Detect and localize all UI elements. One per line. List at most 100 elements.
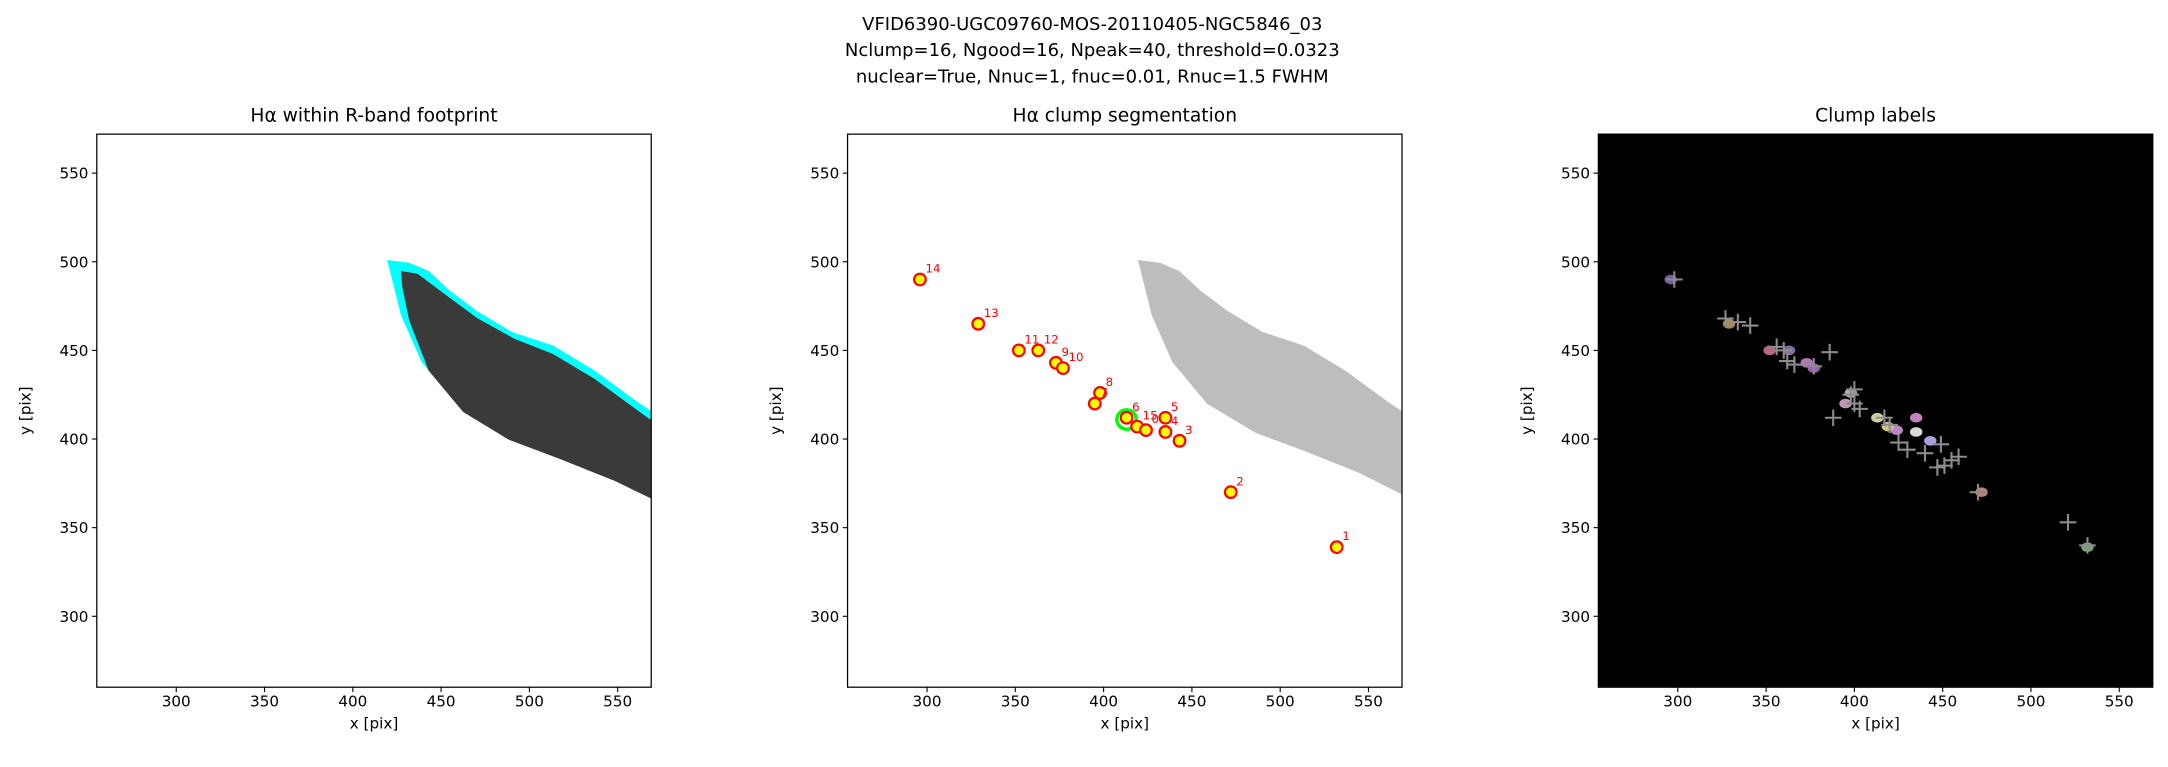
x-tick-label: 500 [1266, 693, 1295, 711]
y-tick-label: 350 [59, 519, 88, 537]
y-tick-label: 400 [59, 431, 88, 449]
y-axis-label: y [pix] [1518, 386, 1536, 435]
x-tick-label: 500 [515, 693, 544, 711]
y-axis-label: y [pix] [16, 386, 34, 435]
y-tick-label: 350 [810, 519, 839, 537]
x-tick-label: 550 [2105, 693, 2134, 711]
x-tick-label: 450 [1177, 693, 1206, 711]
peak-marker [1805, 358, 1823, 375]
peak-marker [1929, 459, 1946, 476]
clump-marker [1031, 343, 1046, 358]
clump-marker [1087, 396, 1102, 411]
peak-marker [1899, 441, 1916, 458]
image-layer [1664, 271, 2096, 554]
clump-region [1924, 435, 1937, 446]
peak-marker [1768, 338, 1785, 356]
nucleus-marker [1115, 408, 1138, 431]
peak-marker [1890, 434, 1907, 451]
clump-marker [913, 272, 927, 287]
clump-label: 8 [1106, 375, 1113, 389]
clump-region [1763, 345, 1776, 356]
clump-region [1890, 425, 1903, 436]
x-tick-label: 500 [2016, 693, 2045, 711]
clump-marker [971, 316, 986, 331]
clump-marker [1093, 386, 1107, 400]
clump-marker [1158, 410, 1173, 425]
peak-marker [1717, 310, 1734, 327]
x-tick-label: 350 [1752, 693, 1781, 711]
x-tick-label: 450 [427, 693, 456, 711]
clump-marker [1011, 343, 1026, 358]
x-tick-label: 400 [338, 693, 367, 711]
clump-label: 11 [1024, 332, 1039, 346]
y-tick-label: 450 [1561, 342, 1590, 360]
x-axis-label: x [pix] [350, 715, 399, 733]
y-axis-label: y [pix] [767, 386, 785, 435]
clump-region [1909, 427, 1923, 437]
y-tick-label: 500 [59, 253, 88, 271]
peak-marker [1846, 381, 1863, 398]
y-tick-label: 450 [810, 342, 839, 360]
clump-label: 13 [984, 306, 999, 320]
peak-marker [1741, 317, 1759, 334]
x-tick-label: 300 [1663, 693, 1692, 711]
clump-label: 12 [1044, 332, 1059, 346]
peak-marker [1824, 409, 1842, 427]
y-tick-label: 300 [59, 608, 88, 626]
clump-label: 9 [1061, 345, 1068, 359]
peak-marker [2079, 537, 2096, 554]
peak-marker [2059, 514, 2077, 531]
y-tick-label: 300 [810, 608, 839, 626]
clump-marker [1172, 433, 1187, 448]
clump-label: 7 [1100, 386, 1107, 400]
clump-label: 4 [1171, 414, 1178, 428]
suptitle: Nclump=16, Ngood=16, Npeak=40, threshold… [845, 40, 1340, 61]
suptitle: nuclear=True, Nnuc=1, fnuc=0.01, Rnuc=1.… [856, 66, 1329, 87]
peak-marker [1729, 313, 1747, 331]
clump-marker [1158, 425, 1173, 439]
clump-label: 3 [1185, 423, 1192, 437]
peak-marker [1950, 448, 1967, 466]
clump-label: 10 [1069, 350, 1084, 364]
peak-marker [1916, 444, 1934, 462]
clump-marker [1139, 423, 1153, 438]
peak-marker [1932, 436, 1950, 453]
y-tick-label: 550 [1561, 165, 1590, 183]
y-tick-label: 450 [59, 342, 88, 360]
y-tick-label: 500 [810, 253, 839, 271]
x-tick-label: 350 [250, 693, 279, 711]
x-tick-label: 550 [1354, 693, 1383, 711]
clump-marker [1329, 540, 1344, 555]
clump-marker [1223, 485, 1238, 500]
peak-marker [1778, 352, 1796, 370]
peak-marker [1786, 356, 1803, 373]
x-axis-label: x [pix] [1851, 715, 1900, 733]
y-tick-label: 350 [1561, 519, 1590, 537]
clump-label: 0 [1152, 412, 1159, 426]
x-tick-label: 300 [913, 693, 942, 711]
clump-marker [1119, 410, 1134, 425]
peak-marker [1665, 271, 1683, 288]
peak-marker [1969, 483, 1987, 501]
axes-title: Hα clump segmentation [1013, 106, 1237, 127]
axes-frame [846, 133, 1403, 688]
peak-marker [1851, 400, 1868, 418]
axes-title: Hα within R-band footprint [250, 106, 497, 127]
peak-marker [1943, 452, 1960, 469]
axes-frame [96, 133, 652, 688]
suptitle: VFID6390-UGC09760-MOS-20110405-NGC5846_0… [862, 14, 1322, 35]
y-tick-label: 400 [810, 431, 839, 449]
clump-label: 5 [1171, 400, 1178, 414]
y-tick-label: 550 [810, 165, 839, 183]
y-tick-label: 500 [1561, 253, 1590, 271]
axes-title: Clump labels [1815, 106, 1936, 127]
peak-marker [1881, 416, 1898, 434]
peak-marker [1821, 343, 1838, 361]
clump-marker [1056, 361, 1070, 376]
clump-region [1909, 412, 1923, 423]
clump-label: 6 [1132, 400, 1139, 414]
y-tick-label: 300 [1561, 608, 1590, 626]
